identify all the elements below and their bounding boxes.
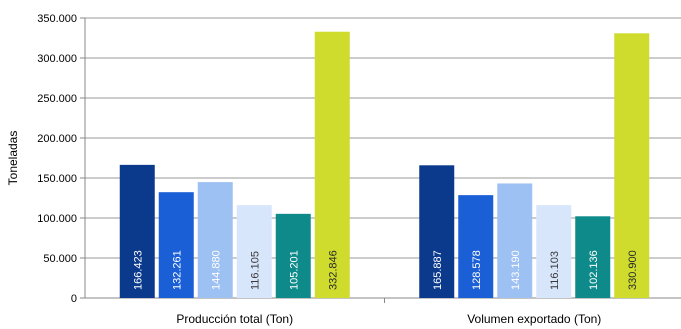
bar <box>458 195 494 298</box>
y-tick-label: 100.000 <box>37 213 77 225</box>
data-label: 165.887 <box>432 250 444 290</box>
bar <box>158 192 194 298</box>
data-label: 128.578 <box>471 250 483 290</box>
category-labels: Producción total (Ton) Volumen exportado … <box>176 312 601 326</box>
bar <box>275 213 311 298</box>
data-label: 330.900 <box>627 250 639 290</box>
data-label: 116.105 <box>249 251 261 290</box>
data-label: 102.136 <box>588 250 600 290</box>
y-tick-label: 200.000 <box>37 133 77 145</box>
data-label: 332.846 <box>327 250 339 290</box>
y-tick-label: 50.000 <box>43 253 77 265</box>
data-label: 143.190 <box>510 250 522 290</box>
data-label: 166.423 <box>132 250 144 290</box>
data-label: 116.103 <box>549 251 561 290</box>
y-tick-label: 300.000 <box>37 53 77 65</box>
bar <box>314 31 350 298</box>
y-axis-label: Toneladas <box>6 131 20 186</box>
bar <box>119 164 155 298</box>
y-tick-label: 250.000 <box>37 93 77 105</box>
bar <box>575 216 611 298</box>
category-label: Volumen exportado (Ton) <box>467 312 601 326</box>
data-labels: 166.423 132.261 144.880 116.105 105.201 332.8… <box>132 250 639 290</box>
bars <box>119 31 650 298</box>
y-tick-labels: 0 50.000 100.000 150.000 200.000 250.000 300.0… <box>37 13 77 305</box>
data-label: 144.880 <box>210 250 222 290</box>
bar <box>236 205 272 298</box>
y-tick-label: 150.000 <box>37 173 77 185</box>
data-label: 105.201 <box>288 250 300 290</box>
bar <box>197 182 233 298</box>
bar <box>536 205 572 298</box>
bar <box>497 183 533 298</box>
data-label: 132.261 <box>171 250 183 290</box>
y-tick-label: 0 <box>71 293 77 305</box>
bar <box>419 165 455 298</box>
y-tick-label: 350.000 <box>37 13 77 25</box>
category-label: Producción total (Ton) <box>176 312 293 326</box>
bar <box>614 33 650 298</box>
